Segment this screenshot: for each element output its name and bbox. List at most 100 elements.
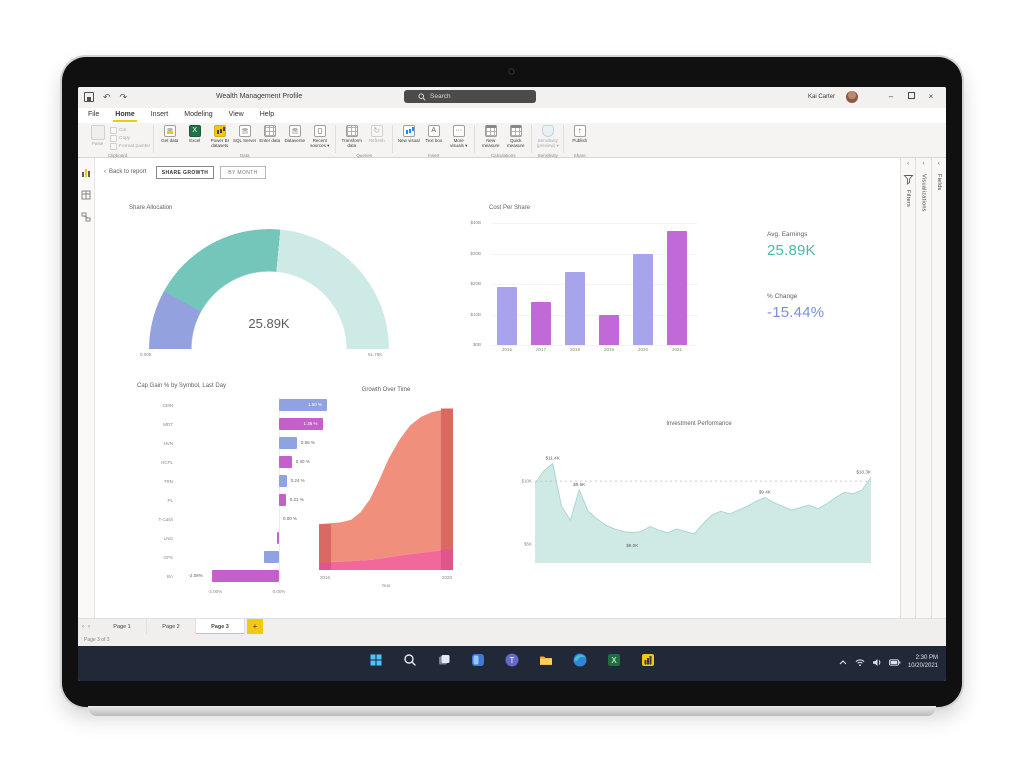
hbar-gps[interactable]: [263, 551, 279, 563]
bar-2019[interactable]: [599, 314, 619, 345]
svg-text:Year: Year: [381, 583, 391, 588]
clock[interactable]: 2:30 PM 10/20/2021: [907, 655, 938, 669]
panel-filters[interactable]: ‹ Filters: [900, 158, 916, 618]
ribbon-get-data[interactable]: Get data: [157, 125, 182, 148]
hbar-mdt[interactable]: [279, 418, 323, 430]
hbar-nvn[interactable]: [279, 437, 297, 449]
ribbon-new-visual[interactable]: New visual: [396, 125, 421, 148]
menu-home[interactable]: Home: [107, 108, 142, 123]
menu-file[interactable]: File: [88, 111, 100, 118]
volume-icon[interactable]: [872, 658, 882, 667]
panel-visualizations[interactable]: ‹ Visualizations: [915, 158, 931, 618]
ribbon-excel[interactable]: Excel: [182, 125, 207, 148]
hbar-ba[interactable]: [212, 570, 279, 582]
ribbon-copy[interactable]: Copy: [110, 135, 150, 142]
report-view-icon[interactable]: [81, 168, 91, 178]
ribbon-dataverse[interactable]: Dataverse: [282, 125, 307, 148]
svg-text:T: T: [510, 656, 515, 665]
calc-icon: [509, 125, 522, 137]
x-tick: 2021: [671, 347, 682, 352]
bar-2020[interactable]: [633, 253, 653, 345]
hbar-chart-title: Cap Gain % by Symbol, Last Day: [137, 383, 227, 389]
edge-icon[interactable]: [572, 652, 588, 668]
ribbon-more-visuals[interactable]: More visuals ▾: [446, 125, 471, 148]
y-tick: $40B: [470, 220, 481, 225]
ribbon-cut[interactable]: Cut: [110, 127, 150, 134]
page-tab-page-1[interactable]: Page 1: [98, 619, 147, 635]
menu-modeling[interactable]: Modeling: [184, 111, 213, 118]
ribbon-format-painter[interactable]: Format painter: [110, 143, 150, 150]
expand-icon[interactable]: ‹: [922, 161, 925, 167]
search-placeholder: Search: [430, 93, 451, 100]
search-input[interactable]: Search: [404, 90, 536, 103]
hbar-lng[interactable]: [277, 532, 279, 544]
add-page-button[interactable]: +: [247, 619, 263, 635]
back-to-report-link[interactable]: ‹ Back to report: [104, 169, 147, 175]
page-nav-arrows[interactable]: ‹›: [82, 624, 94, 630]
minimize-button[interactable]: –: [888, 92, 894, 101]
search-taskbar-icon[interactable]: [402, 652, 418, 668]
model-view-icon[interactable]: [81, 212, 91, 222]
bar-2021[interactable]: [667, 230, 687, 345]
maximize-button[interactable]: [904, 90, 918, 104]
expand-icon[interactable]: ‹: [937, 161, 940, 167]
ribbon-new-measure[interactable]: New measure: [478, 125, 503, 148]
hbar-trn[interactable]: [279, 475, 287, 487]
menu-help[interactable]: Help: [259, 111, 275, 118]
window-title: Wealth Management Profile: [216, 93, 303, 100]
page-tab-page-3[interactable]: Page 3: [196, 619, 245, 635]
data-view-icon[interactable]: [81, 190, 91, 200]
kpi-avg-earnings-value: 25.89K: [767, 242, 816, 259]
expand-icon[interactable]: ‹: [907, 161, 910, 167]
widgets-icon[interactable]: [470, 652, 486, 668]
bar-chart-x-axis: 2016 2017 2018 2019 2020 2021: [491, 347, 697, 355]
save-icon[interactable]: [84, 92, 94, 102]
hbar-gmn[interactable]: [279, 399, 327, 411]
bar-2018[interactable]: [565, 271, 585, 345]
bookmark-tab-share-growth[interactable]: SHARE GROWTH: [156, 166, 214, 179]
hbar-label: 0.40 %: [295, 459, 310, 464]
ribbon-recent-sources[interactable]: Recent sources ▾: [307, 125, 332, 148]
avatar[interactable]: [846, 91, 858, 103]
user-name[interactable]: Kai Carter: [808, 94, 836, 100]
bookmark-tab-by-month[interactable]: BY MONTH: [220, 166, 266, 179]
excel-taskbar-icon[interactable]: X: [606, 652, 622, 668]
page-tab-page-2[interactable]: Page 2: [147, 619, 196, 635]
ribbon-refresh[interactable]: Refresh: [364, 125, 389, 148]
invest-area-chart[interactable]: $10K $5K $11.4K $9.6K $6.0K $9.4K $10.3K: [519, 435, 879, 587]
ribbon-paste[interactable]: Paste: [85, 125, 110, 151]
task-view-icon[interactable]: [436, 652, 452, 668]
ribbon-power-bi-datasets[interactable]: Power BI datasets: [207, 125, 232, 148]
growth-area-chart[interactable]: 2016 2020 Year: [319, 400, 453, 588]
hbar-pl[interactable]: [279, 494, 286, 506]
gauge-max: 51.78K: [368, 352, 383, 357]
undo-icon[interactable]: ↶: [103, 92, 111, 102]
power-bi-icon[interactable]: [640, 652, 656, 668]
y-tick: $30B: [470, 250, 481, 256]
ribbon-sql-server[interactable]: SQL Server: [232, 125, 257, 148]
panel-fields[interactable]: ‹ Fields: [930, 158, 946, 618]
wifi-icon[interactable]: [855, 658, 865, 667]
menu-insert[interactable]: Insert: [150, 111, 169, 118]
teams-icon[interactable]: T: [504, 652, 520, 668]
hbar-sym: LNG: [163, 536, 173, 541]
ribbon-publish[interactable]: Publish: [567, 125, 592, 148]
bar-2017[interactable]: [531, 302, 551, 345]
ribbon-sensitivity-preview[interactable]: Sensitivity (preview) ▾: [535, 125, 560, 148]
doc-icon: [313, 125, 326, 137]
ribbon-transform-data[interactable]: Transform data: [339, 125, 364, 148]
ribbon-text-box[interactable]: Text box: [421, 125, 446, 148]
file-explorer-icon[interactable]: [538, 652, 554, 668]
gauge-chart[interactable]: [149, 229, 389, 349]
bar-2016[interactable]: [497, 287, 517, 345]
hbar-hcpl[interactable]: [279, 456, 292, 468]
menu-view[interactable]: View: [228, 111, 244, 118]
ribbon-enter-data[interactable]: Enter data: [257, 125, 282, 148]
close-button[interactable]: ×: [928, 92, 934, 101]
redo-icon[interactable]: ↷: [119, 92, 128, 102]
tray-chevron-icon[interactable]: [838, 658, 848, 667]
start-icon[interactable]: [368, 652, 384, 668]
ribbon-quick-measure[interactable]: Quick measure: [503, 125, 528, 148]
battery-icon[interactable]: [889, 658, 901, 667]
